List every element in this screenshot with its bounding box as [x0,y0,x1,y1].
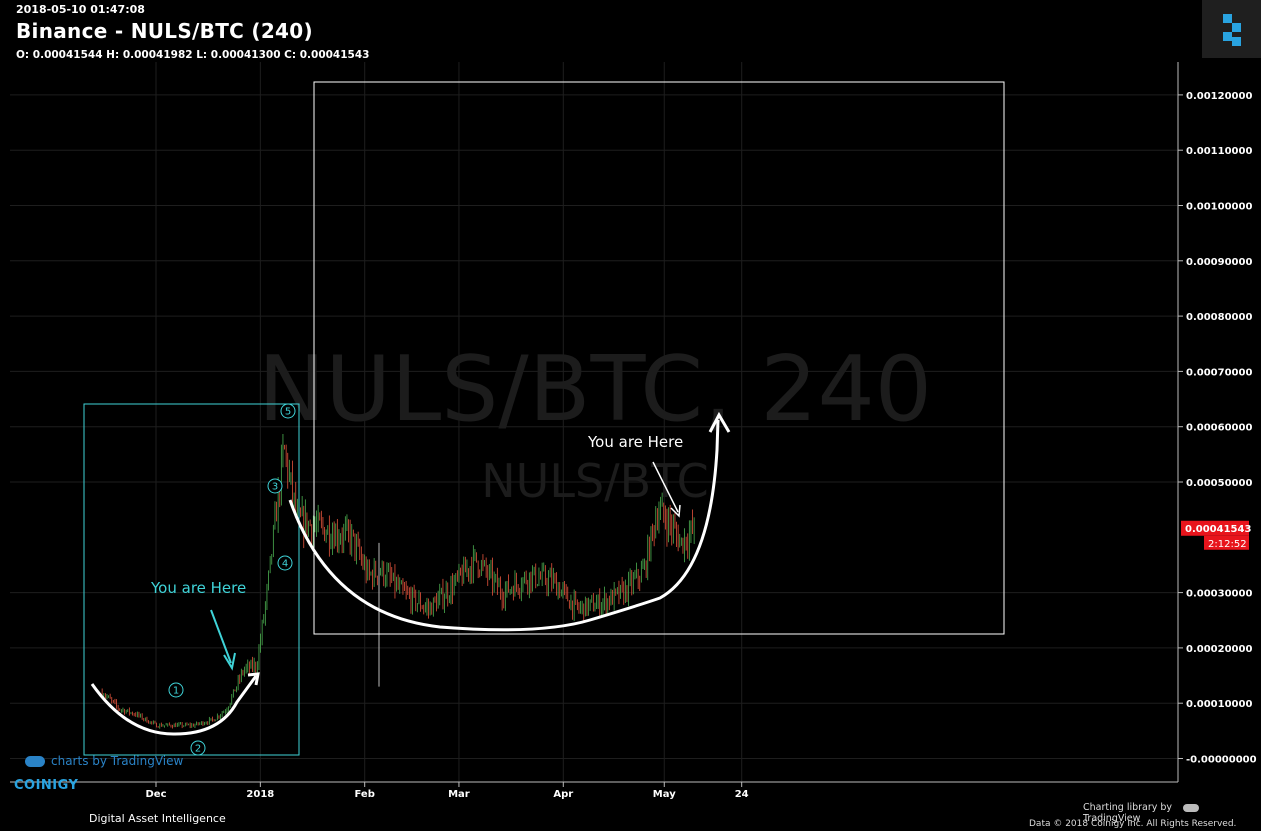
price-tag-value: 0.00041543 [1185,524,1251,535]
right-pattern-box [313,81,1005,635]
watermark-main: NULS/BTC, 240 [258,337,932,442]
tv-watermark[interactable]: charts by TradingView [25,754,183,768]
tv-watermark-text: charts by TradingView [51,754,184,768]
x-tick-label: 24 [735,789,749,800]
overlays: You are Here You are Here 1 2 3 4 5 [83,81,1005,756]
y-tick-label: 0.00090000 [1186,257,1252,268]
wave-label: 2 [195,744,201,755]
left-cup-curve [90,675,258,736]
chart-title: Binance - NULS/BTC (240) [16,19,313,43]
watermark-sub: NULS/BTC [481,454,708,508]
y-tick-label: 0.00060000 [1186,423,1252,434]
wave-marker [168,682,184,698]
countdown-bg [1204,535,1249,550]
y-axis: 0.00120000 0.00110000 0.00100000 0.00090000… [1177,62,1257,782]
watermark: NULS/BTC, 240 NULS/BTC [258,337,932,508]
x-tick-label: 2018 [246,789,274,800]
grid [10,62,1178,782]
right-here-label: You are Here [587,433,683,451]
left-here-arrowhead [223,652,236,671]
wave-label: 1 [173,686,179,697]
charting-by-text: Charting library by [1083,802,1173,813]
cloud-icon [1183,803,1200,812]
left-pattern-box [83,403,300,756]
tradingview-text: TradingView [1083,813,1141,824]
y-tick-label: -0.00000000 [1186,755,1257,766]
right-cup-arrowhead [708,411,731,433]
wave-marker [267,478,283,494]
coinigy-logo-button[interactable] [1202,0,1261,58]
right-here-arrow [652,461,679,513]
wave-marker [277,555,293,571]
chart-datetime: 2018-05-10 01:47:08 [16,3,145,16]
left-here-arrow [210,609,232,664]
price-tag-bg [1181,520,1249,536]
y-tick-label: 0.00010000 [1186,699,1252,710]
y-tick-label: 0.00120000 [1186,91,1252,102]
wave-label: 3 [272,482,278,493]
y-tick-label: 0.00110000 [1186,146,1252,157]
y-tick-label: 0.00020000 [1186,644,1252,655]
x-tick-label: Dec [145,789,166,800]
wave-label: 4 [282,559,288,570]
cloud-icon [25,756,45,767]
wave-marker [280,403,296,419]
x-tick-label: May [653,789,676,800]
left-here-label: You are Here [150,579,246,597]
x-tick-label: Feb [355,789,375,800]
y-tick-label: 0.00030000 [1186,589,1252,600]
right-here-arrowhead [670,504,681,518]
countdown-value: 2:12:52 [1208,539,1247,550]
left-cup-arrowhead [247,672,260,686]
coinigy-logo-icon [1223,14,1241,46]
y-tick-label: 0.00080000 [1186,312,1252,323]
x-tick-label: Mar [448,789,470,800]
y-tick-label: 0.00100000 [1186,202,1252,213]
ohlc-readout: O: 0.00041544 H: 0.00041982 L: 0.0004130… [16,49,370,61]
copyright-notice: Data © 2018 Coinigy Inc. All Rights Rese… [1029,819,1237,829]
y-tick-label: 0.00050000 [1186,478,1252,489]
wave-marker [190,740,206,756]
coinigy-brand: COINIGY [14,778,79,793]
x-tick-label: Apr [553,789,573,800]
right-cup-curve [288,419,720,632]
coinigy-tagline: Digital Asset Intelligence [89,812,226,825]
y-tick-label: 0.00070000 [1186,367,1252,378]
charting-library-credit[interactable]: Charting library by TradingView [1083,802,1261,824]
wave-label: 5 [285,407,291,418]
x-axis: Dec 2018 Feb Mar Apr May 24 [10,781,1178,800]
